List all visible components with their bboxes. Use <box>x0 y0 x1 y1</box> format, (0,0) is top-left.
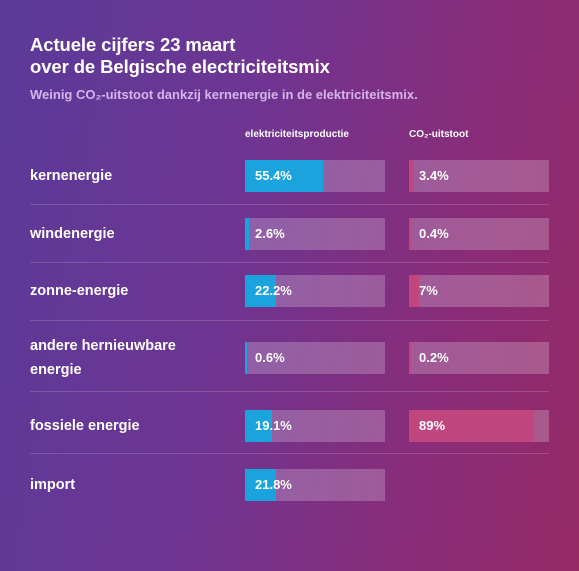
chart-title: Actuele cijfers 23 maart over de Belgisc… <box>30 34 550 78</box>
co2-bar <box>409 218 411 250</box>
co2-bar-track: 0.2% <box>409 342 549 374</box>
production-bar-track: 55.4% <box>245 160 385 192</box>
co2-value-label: 89% <box>419 418 446 433</box>
co2-bar <box>409 410 534 442</box>
title-line-2: over de Belgische electriciteitsmix <box>30 56 330 77</box>
production-bar <box>245 342 247 374</box>
co2-value-label: 7% <box>419 283 438 298</box>
production-value-label: 55.4% <box>255 168 292 183</box>
co2-value-label: 0.4% <box>419 226 449 241</box>
column-header-production: elektriciteitsproductie <box>245 129 349 140</box>
production-bar-track: 21.8% <box>245 469 385 501</box>
production-bar <box>245 469 276 501</box>
co2-value-label: 3.4% <box>419 168 449 183</box>
co2-bar-track: 3.4% <box>409 160 549 192</box>
production-value-label: 19.1% <box>255 418 292 433</box>
production-bar <box>245 218 249 250</box>
row-divider <box>30 204 549 205</box>
production-bar <box>245 275 277 307</box>
production-value-label: 0.6% <box>255 350 285 365</box>
co2-bar <box>409 275 419 307</box>
production-bar <box>245 160 323 192</box>
title-line-1: Actuele cijfers 23 maart <box>30 34 236 55</box>
production-value-label: 21.8% <box>255 477 292 492</box>
co2-bar-track: 0.4% <box>409 218 549 250</box>
co2-bar <box>409 342 411 374</box>
category-label: andere hernieuwbare energie <box>30 338 176 378</box>
production-bar-track: 2.6% <box>245 218 385 250</box>
category-label: kernenergie <box>30 168 113 184</box>
production-bar-track: 19.1% <box>245 410 385 442</box>
category-label: zonne-energie <box>30 283 129 299</box>
row-divider <box>30 262 549 263</box>
production-bar-track: 22.2% <box>245 275 385 307</box>
row-divider <box>30 320 549 321</box>
co2-bar-track: 89% <box>409 410 549 442</box>
category-label: windenergie <box>30 226 115 242</box>
category-label: fossiele energie <box>30 418 140 434</box>
co2-value-label: 0.2% <box>419 350 449 365</box>
category-label: import <box>30 477 76 493</box>
row-divider <box>30 391 549 392</box>
production-bar <box>245 410 272 442</box>
co2-bar <box>409 160 414 192</box>
production-value-label: 22.2% <box>255 283 292 298</box>
production-value-label: 2.6% <box>255 226 285 241</box>
chart-subtitle: Weinig CO₂-uitstoot dankzij kernenergie … <box>30 87 418 102</box>
production-bar-track: 0.6% <box>245 342 385 374</box>
row-divider <box>30 453 549 454</box>
column-header-co2: CO₂-uitstoot <box>409 129 469 140</box>
co2-bar-track: 7% <box>409 275 549 307</box>
